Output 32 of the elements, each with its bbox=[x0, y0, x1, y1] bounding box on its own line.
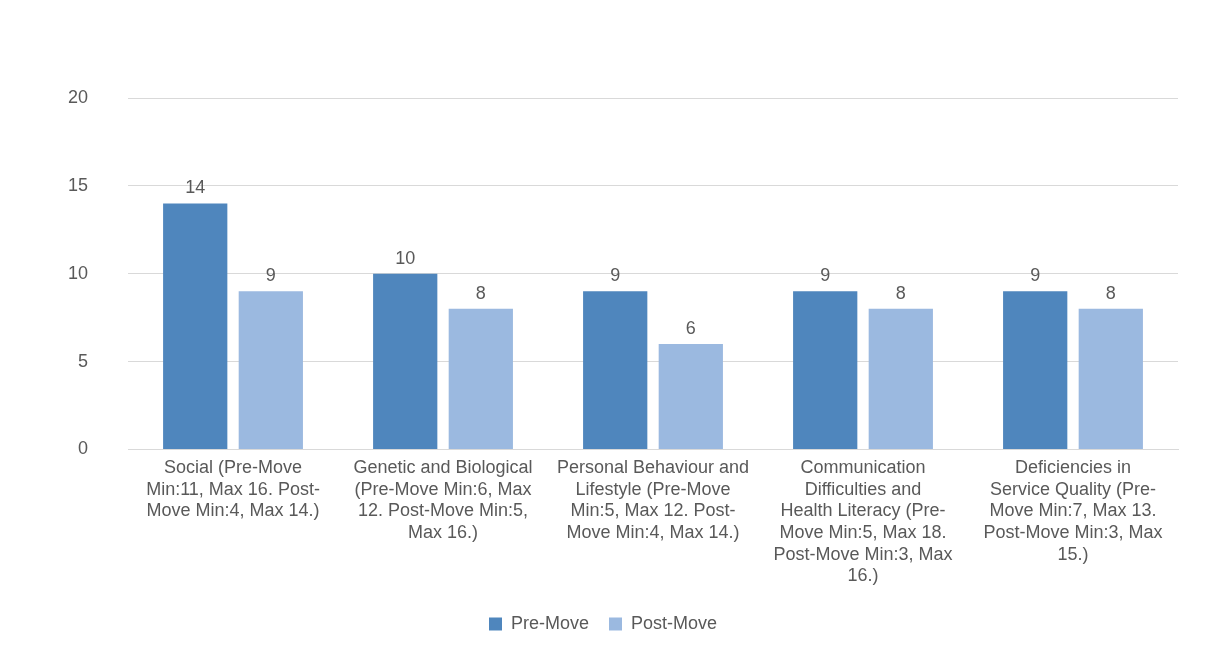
data-label: 6 bbox=[685, 317, 696, 338]
data-label: 10 bbox=[395, 247, 416, 268]
data-label: 9 bbox=[610, 265, 621, 286]
bar bbox=[238, 291, 303, 449]
y-tick-label: 5 bbox=[78, 350, 89, 371]
y-tick-label: 10 bbox=[67, 262, 89, 283]
x-tick-label: Communication Difficulties and Health Literacy (Pre-Move Min:5, Max 18. Post-Move Min:3, Max 16.) bbox=[773, 457, 953, 586]
x-tick-label: Personal Behaviour and Lifestyle (Pre-Move Min:5, Max 12. Post-Move Min:4, Max 14.) bbox=[556, 457, 750, 542]
x-tick-label: Genetic and Biological (Pre-Move Min:6, Max 12. Post-Move Min:5, Max 16.) bbox=[353, 457, 533, 542]
data-label: 9 bbox=[1030, 265, 1041, 286]
data-label: 8 bbox=[475, 282, 486, 303]
bar bbox=[1078, 308, 1143, 449]
data-label: 9 bbox=[265, 265, 276, 286]
legend-label: Pre-Move bbox=[510, 612, 590, 633]
bar bbox=[868, 308, 933, 449]
bar bbox=[163, 203, 228, 449]
data-label: 8 bbox=[895, 282, 906, 303]
legend-label: Post-Move bbox=[631, 612, 718, 633]
data-label: 9 bbox=[820, 265, 831, 286]
bar bbox=[373, 273, 438, 449]
bar bbox=[793, 291, 858, 449]
x-tick-label: Deficiencies in Service Quality (Pre-Move Min:7, Max 13. Post-Move Min:3, Max 15.) bbox=[983, 457, 1163, 564]
bar bbox=[448, 308, 513, 449]
y-tick-label: 20 bbox=[67, 86, 89, 107]
data-label: 8 bbox=[1105, 282, 1116, 303]
bar bbox=[1003, 291, 1068, 449]
y-tick-label: 15 bbox=[67, 174, 89, 195]
x-tick-label: Social (Pre-Move Min:11, Max 16. Post-Move Min:4, Max 14.) bbox=[146, 457, 320, 521]
bar bbox=[658, 343, 723, 449]
y-tick-label: 0 bbox=[78, 438, 89, 459]
data-label: 14 bbox=[185, 177, 206, 198]
bar bbox=[583, 291, 648, 449]
